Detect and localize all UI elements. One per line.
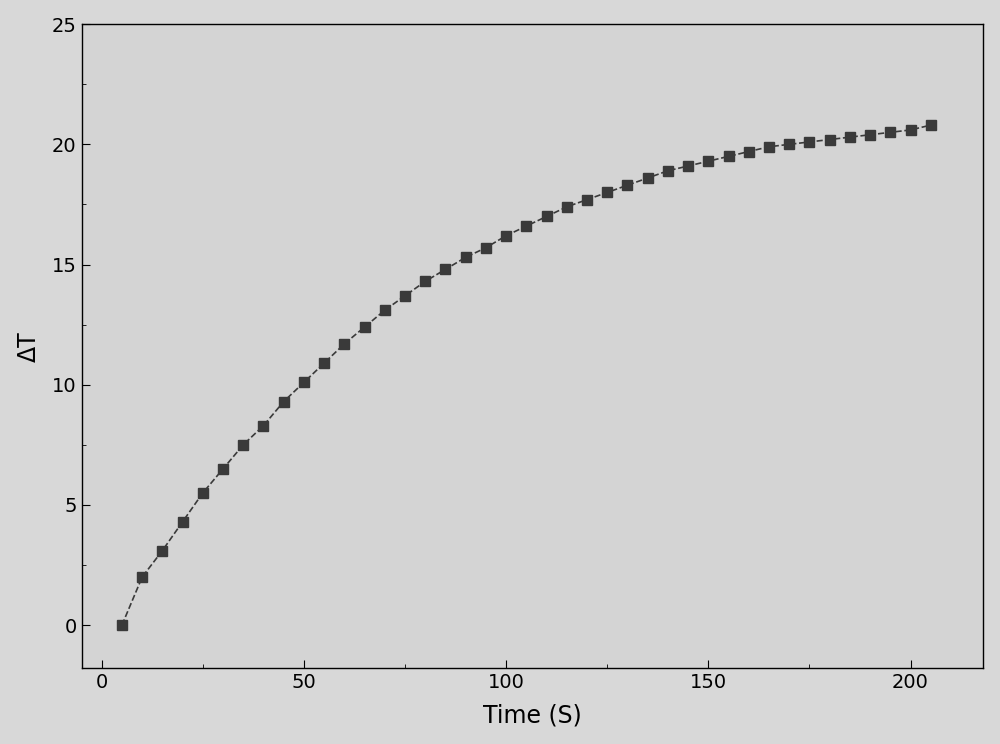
X-axis label: Time (S): Time (S)	[483, 703, 582, 728]
Y-axis label: ΔT: ΔT	[17, 331, 41, 362]
